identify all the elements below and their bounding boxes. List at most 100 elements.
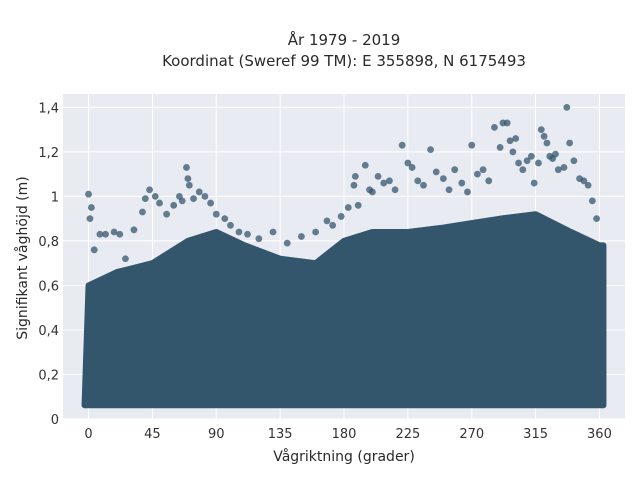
x-axis-ticks: 0 45 90 135 180 225 270 315 360 [84, 427, 611, 442]
scatter-point [509, 148, 517, 156]
scatter-point [337, 213, 345, 220]
x-tick-label: 360 [587, 427, 612, 442]
scatter-point [323, 217, 331, 225]
scatter-point [184, 175, 192, 182]
scatter-point [474, 170, 481, 178]
scatter-point [386, 177, 393, 185]
scatter-point [506, 137, 514, 145]
scatter-point [354, 201, 362, 209]
scatter-point [391, 186, 399, 194]
scatter-point [185, 181, 193, 189]
scatter-point [283, 239, 291, 247]
scatter-point [464, 188, 471, 196]
scatter-point [116, 230, 124, 238]
scatter-point [122, 255, 129, 263]
scatter-point [432, 168, 440, 176]
scatter-point [227, 221, 234, 229]
scatter-point [374, 172, 382, 180]
scatter-point [139, 208, 146, 216]
scatter-point [566, 139, 574, 147]
scatter-point [350, 181, 358, 189]
y-tick-label: 1,4 [38, 101, 59, 116]
scatter-point [344, 204, 352, 211]
chart-title: År 1979 - 2019 [288, 30, 401, 49]
scatter-point [543, 139, 551, 147]
scatter-point [451, 166, 459, 174]
scatter-points [85, 103, 601, 263]
y-tick-label: 1 [51, 190, 59, 205]
scatter-point [458, 179, 466, 187]
y-tick-label: 0 [51, 413, 59, 428]
scatter-point [445, 186, 453, 194]
x-axis-label: Vågriktning (grader) [273, 448, 415, 465]
scatter-point [563, 103, 571, 111]
y-tick-label: 1,2 [38, 146, 59, 161]
scatter-point [329, 221, 337, 229]
scatter-point [85, 190, 92, 198]
dense-band-area [81, 211, 607, 409]
y-tick-label: 0,4 [38, 324, 59, 339]
scatter-point [398, 141, 406, 149]
scatter-point [584, 181, 592, 189]
scatter-point [86, 215, 94, 223]
scatter-point [368, 188, 376, 196]
scatter-point [496, 144, 504, 151]
scatter-point [244, 230, 251, 238]
scatter-point [102, 230, 109, 238]
y-axis-ticks: 0 0,2 0,4 0,6 0,8 1 1,2 1,4 [38, 101, 59, 428]
x-tick-label: 45 [144, 427, 161, 442]
scatter-point [479, 166, 487, 174]
scatter-point [178, 197, 186, 205]
scatter-point [195, 188, 203, 196]
scatter-point [485, 177, 493, 185]
scatter-point [537, 126, 545, 134]
scatter-point [207, 199, 214, 207]
y-tick-label: 0,8 [38, 235, 59, 250]
scatter-point [255, 235, 263, 243]
scatter-point [588, 197, 596, 205]
scatter-point [468, 141, 476, 149]
scatter-point [540, 132, 548, 140]
scatter-point [212, 210, 220, 218]
scatter-point [512, 135, 520, 142]
scatter-point [235, 228, 243, 236]
scatter-point [530, 179, 538, 187]
scatter-point [221, 215, 229, 223]
scatter-point [170, 201, 178, 209]
scatter-point [535, 159, 542, 167]
scatter-point [87, 204, 95, 211]
scatter-point [130, 226, 138, 234]
scatter-point [141, 195, 149, 203]
x-tick-label: 180 [332, 427, 357, 442]
scatter-point [183, 164, 190, 171]
scatter-point [554, 166, 562, 174]
scatter-point [593, 215, 601, 223]
x-tick-label: 90 [208, 427, 225, 442]
scatter-point [163, 210, 171, 218]
scatter-point [414, 177, 422, 185]
scatter-point [269, 228, 277, 236]
x-tick-label: 0 [84, 427, 92, 442]
scatter-point [580, 177, 588, 185]
x-tick-label: 225 [395, 427, 420, 442]
scatter-point [361, 161, 369, 169]
scatter-point [146, 186, 153, 194]
x-tick-label: 135 [268, 427, 293, 442]
scatter-point [515, 159, 522, 167]
scatter-point [90, 246, 98, 254]
scatter-point [156, 199, 163, 207]
scatter-point [503, 119, 511, 127]
scatter-point [190, 195, 197, 203]
scatter-point [560, 164, 568, 171]
scatter-point [110, 228, 118, 236]
scatter-point [404, 159, 412, 167]
scatter-point [380, 179, 388, 187]
x-tick-label: 270 [459, 427, 484, 442]
dense-scatter-band [81, 211, 607, 409]
scatter-point [427, 146, 434, 154]
scatter-point [420, 181, 427, 189]
scatter-point [151, 192, 159, 200]
scatter-point [298, 233, 305, 240]
scatter-point [312, 228, 320, 236]
